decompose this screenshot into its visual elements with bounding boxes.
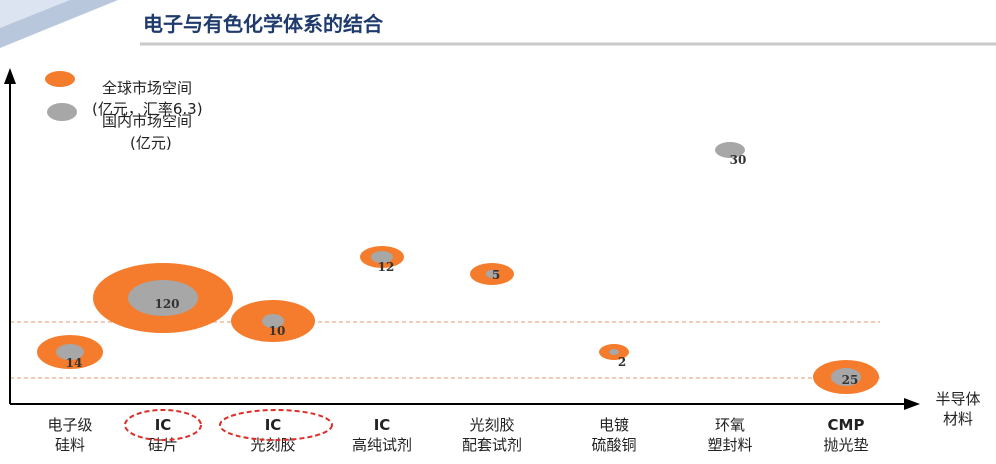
bubble-value-label-4: 5	[492, 268, 500, 282]
bubble-domestic-2	[262, 314, 284, 328]
category-label-3-line-2: 高纯试剂	[352, 436, 412, 454]
y-axis-arrow	[4, 68, 16, 84]
bubble-domestic-7	[831, 368, 861, 386]
x-axis-label-line-1: 半导体	[935, 390, 980, 408]
category-label-4-line-2: 配套试剂	[462, 436, 522, 454]
category-label-2-line-2: 光刻胶	[250, 436, 295, 454]
bubble-domestic-3	[371, 251, 393, 263]
category-label-6-line-1: 环氧	[715, 416, 745, 434]
header-accent-light	[0, 0, 70, 28]
category-label-4-line-1: 光刻胶	[469, 416, 514, 434]
x-axis-arrow	[904, 398, 920, 410]
x-axis-label-line-2: 材料	[943, 410, 973, 428]
page-title: 电子与有色化学体系的结合	[143, 12, 384, 36]
legend-domestic-line-2: (亿元)	[130, 134, 172, 152]
bubble-domestic-1	[128, 280, 198, 316]
category-labels: 电子级硅料IC硅片IC光刻胶IC高纯试剂光刻胶配套试剂电镀硫酸铜环氧塑封料CMP…	[47, 409, 869, 454]
highlight-circle-1	[124, 409, 202, 441]
bubble-domestic-4	[486, 270, 498, 278]
bubble-value-label-7: 25	[842, 373, 859, 387]
legend-swatch-global	[45, 71, 75, 87]
bubble-domestic-6	[715, 142, 745, 158]
bubble-domestic-0	[56, 344, 84, 360]
category-label-7-line-1: CMP	[828, 416, 865, 434]
category-label-6-line-2: 塑封料	[707, 436, 752, 454]
legend-swatch-domestic	[47, 103, 77, 121]
highlight-circle-2	[219, 409, 333, 441]
bubble-domestic-5	[609, 349, 619, 355]
bubble-value-label-2: 10	[269, 324, 286, 338]
category-label-0-line-2: 硅料	[55, 436, 85, 454]
bubbles: 14 120 10 12 5 2 30 25	[37, 142, 879, 394]
category-label-5-line-2: 硫酸铜	[591, 436, 636, 454]
bubble-value-label-1: 120	[154, 297, 179, 311]
category-label-3-line-1: IC	[374, 416, 391, 434]
category-label-2-line-1: IC	[265, 416, 282, 434]
legend-global-line-1: 全球市场空间	[102, 79, 192, 97]
legend: 全球市场空间 (亿元，汇率6.3) 国内市场空间 (亿元)	[45, 71, 203, 152]
category-label-1-line-1: IC	[155, 416, 172, 434]
category-label-7-line-2: 抛光垫	[823, 436, 868, 454]
bubble-value-label-3: 12	[378, 260, 395, 274]
category-label-5-line-1: 电镀	[599, 416, 629, 434]
bubble-value-label-0: 14	[66, 356, 83, 370]
bubble-value-label-6: 30	[730, 153, 747, 167]
bubble-value-label-5: 2	[618, 355, 626, 369]
legend-domestic-line-1: 国内市场空间	[102, 112, 192, 130]
category-label-0-line-1: 电子级	[47, 416, 92, 434]
legend-global-line-2: (亿元，汇率6.3)	[92, 100, 203, 118]
